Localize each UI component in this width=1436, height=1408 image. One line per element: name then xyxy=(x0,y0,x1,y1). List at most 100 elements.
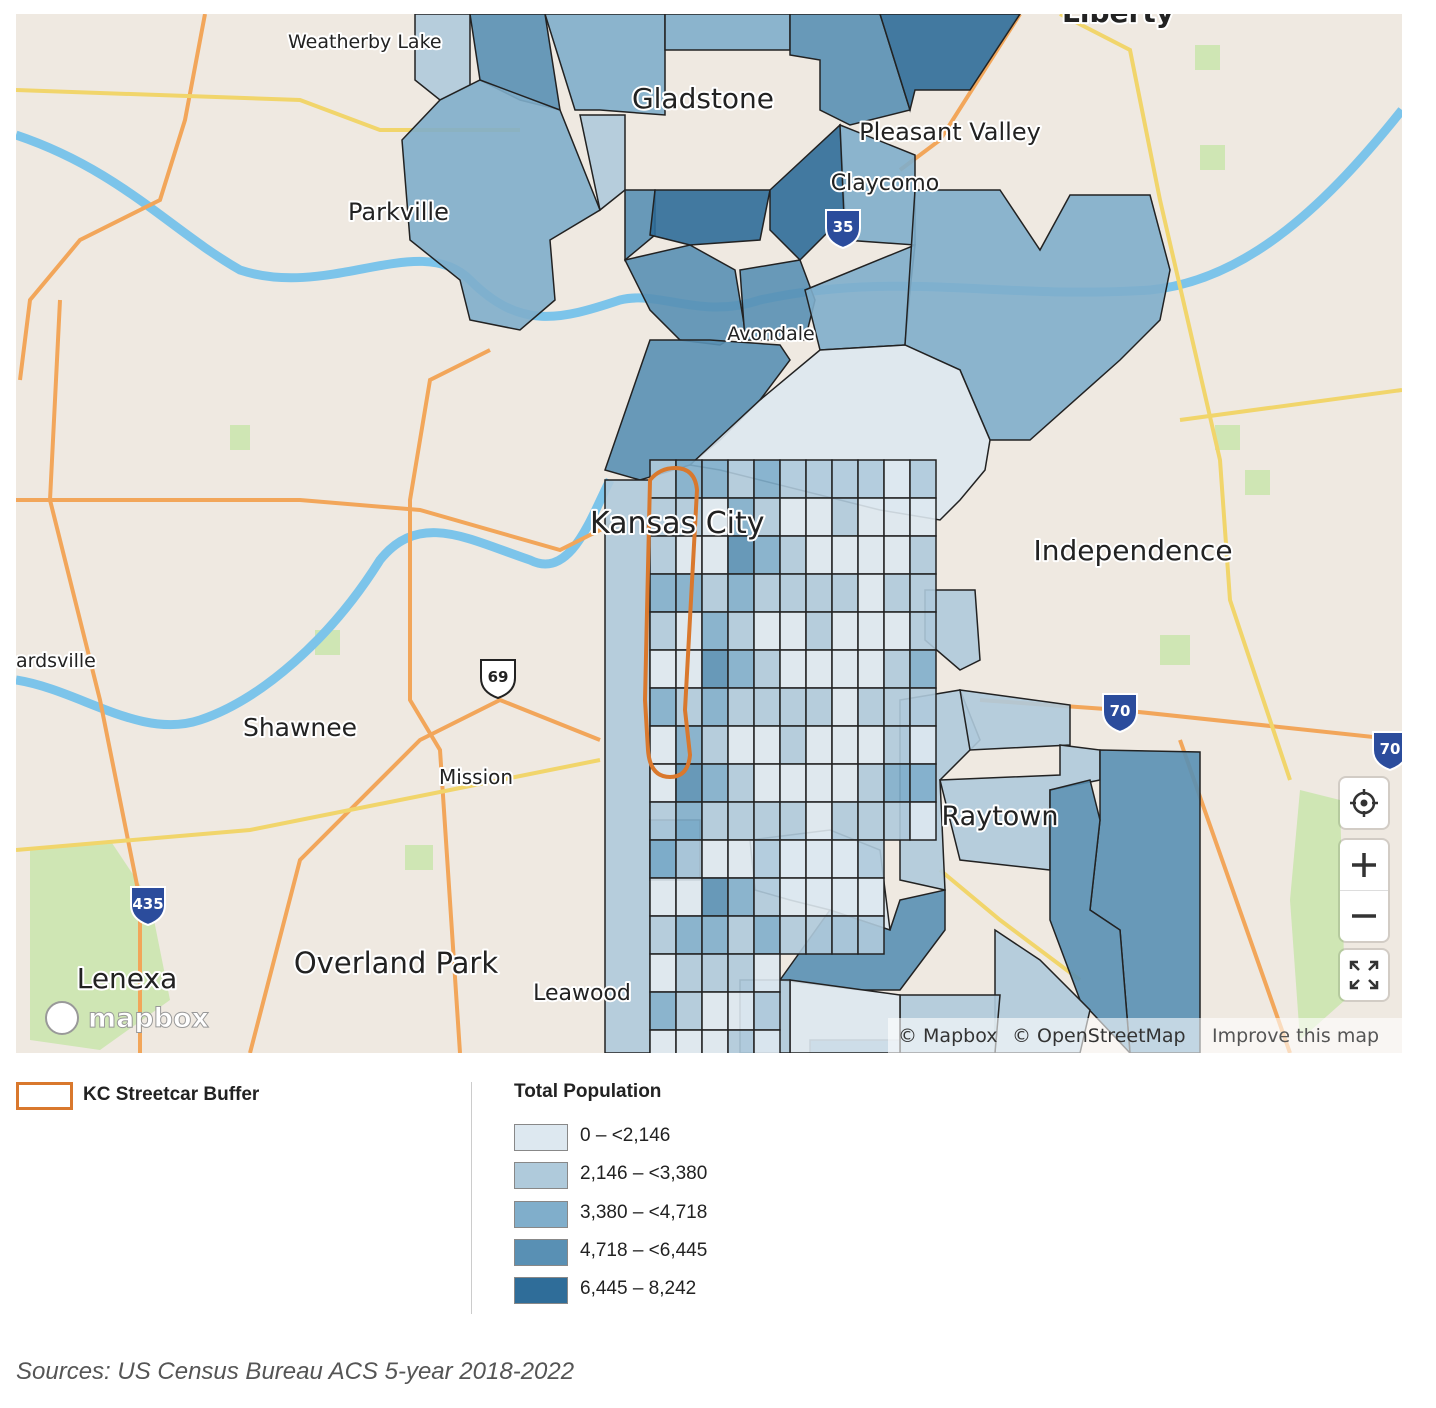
census-tract xyxy=(701,535,729,575)
attribution[interactable]: © OpenStreetMap xyxy=(1012,1025,1186,1047)
census-tract xyxy=(857,877,885,917)
zoom-out-button[interactable] xyxy=(1340,891,1388,941)
census-tract xyxy=(779,877,807,917)
attribution[interactable]: © Mapbox xyxy=(898,1025,997,1047)
census-tract xyxy=(805,573,833,613)
census-tract xyxy=(909,725,937,765)
census-tract xyxy=(805,801,833,841)
census-tract xyxy=(701,839,729,879)
census-tract xyxy=(1049,779,1131,1053)
census-tract xyxy=(701,649,729,689)
census-tract xyxy=(909,535,937,575)
census-tract xyxy=(649,649,677,689)
census-tract xyxy=(805,611,833,651)
census-tract xyxy=(909,573,937,613)
census-tract xyxy=(675,953,703,993)
census-tract xyxy=(623,244,746,346)
census-tract xyxy=(727,535,755,575)
census-tract xyxy=(739,259,816,341)
geolocate-icon xyxy=(1350,789,1378,817)
census-tract xyxy=(675,991,703,1031)
census-tract xyxy=(675,915,703,955)
census-tract xyxy=(805,725,833,765)
census-tract xyxy=(805,687,833,727)
census-tract xyxy=(805,877,833,917)
zoom-control xyxy=(1340,840,1388,941)
census-tract xyxy=(727,915,755,955)
census-tract xyxy=(857,649,885,689)
place-label: Avondale xyxy=(727,323,814,345)
place-label: Parkville xyxy=(348,198,449,226)
census-tract xyxy=(727,1029,755,1053)
census-tract xyxy=(909,687,937,727)
plus-icon xyxy=(1352,853,1376,877)
census-tract xyxy=(753,535,781,575)
census-tract xyxy=(779,497,807,537)
attribution-link[interactable]: Improve this map xyxy=(1212,1025,1379,1047)
census-tract xyxy=(857,915,885,955)
place-label: ardsville xyxy=(16,650,96,672)
census-tract xyxy=(779,725,807,765)
census-tract xyxy=(727,725,755,765)
census-tract xyxy=(857,763,885,803)
census-tracts xyxy=(401,14,1201,1053)
legend-label: 6,445 – 8,242 xyxy=(580,1278,697,1300)
zoom-in-button[interactable] xyxy=(1340,840,1388,891)
shield-label: 70 xyxy=(1380,740,1401,758)
census-tract xyxy=(701,687,729,727)
census-tract xyxy=(701,573,729,613)
legend-swatch xyxy=(514,1200,568,1228)
census-tract xyxy=(727,573,755,613)
census-tract xyxy=(701,801,729,841)
fullscreen-button[interactable] xyxy=(1340,950,1388,1000)
mapbox-logo[interactable]: mapbox xyxy=(88,1003,210,1035)
census-tract xyxy=(883,801,911,841)
place-label: Overland Park xyxy=(294,946,498,980)
census-tract xyxy=(779,611,807,651)
census-tract xyxy=(727,763,755,803)
census-tract xyxy=(727,839,755,879)
census-tract xyxy=(883,611,911,651)
census-tract xyxy=(675,877,703,917)
census-tract xyxy=(649,687,677,727)
census-tract xyxy=(604,479,651,1053)
census-tract xyxy=(909,649,937,689)
shield xyxy=(1102,693,1138,734)
place-label: Shawnee xyxy=(243,713,357,742)
census-tract xyxy=(857,725,885,765)
census-tract xyxy=(909,801,937,841)
census-tract xyxy=(649,839,677,879)
census-tract xyxy=(727,649,755,689)
place-label: Mission xyxy=(439,765,513,789)
geolocate-control xyxy=(1340,778,1388,828)
census-tract xyxy=(727,801,755,841)
geolocate-button[interactable] xyxy=(1340,778,1388,828)
census-tract xyxy=(664,14,791,51)
census-tract xyxy=(831,535,859,575)
census-tract xyxy=(727,991,755,1031)
census-tract xyxy=(831,877,859,917)
census-tract xyxy=(831,497,859,537)
place-labels: Liberty Weatherby Lake Gladstone Pleasan… xyxy=(16,14,1235,1008)
census-tract xyxy=(753,839,781,879)
census-tract xyxy=(753,1029,781,1053)
place-label: Raytown xyxy=(942,801,1059,832)
census-tract xyxy=(831,611,859,651)
shield-label: 70 xyxy=(1110,702,1131,720)
legend-swatch xyxy=(514,1162,568,1190)
streetcar-buffer xyxy=(642,465,700,780)
census-tract xyxy=(753,725,781,765)
census-tract xyxy=(805,839,833,879)
census-tract xyxy=(831,763,859,803)
shield xyxy=(480,659,516,700)
census-tract xyxy=(831,839,859,879)
census-tract xyxy=(675,497,703,537)
census-tract xyxy=(779,801,807,841)
census-tract xyxy=(831,801,859,841)
census-tract xyxy=(857,839,885,879)
census-tract xyxy=(805,763,833,803)
place-label: Kansas City xyxy=(590,506,765,541)
attribution-background xyxy=(888,1018,1402,1053)
census-tract xyxy=(879,14,1021,113)
census-tract xyxy=(675,535,703,575)
